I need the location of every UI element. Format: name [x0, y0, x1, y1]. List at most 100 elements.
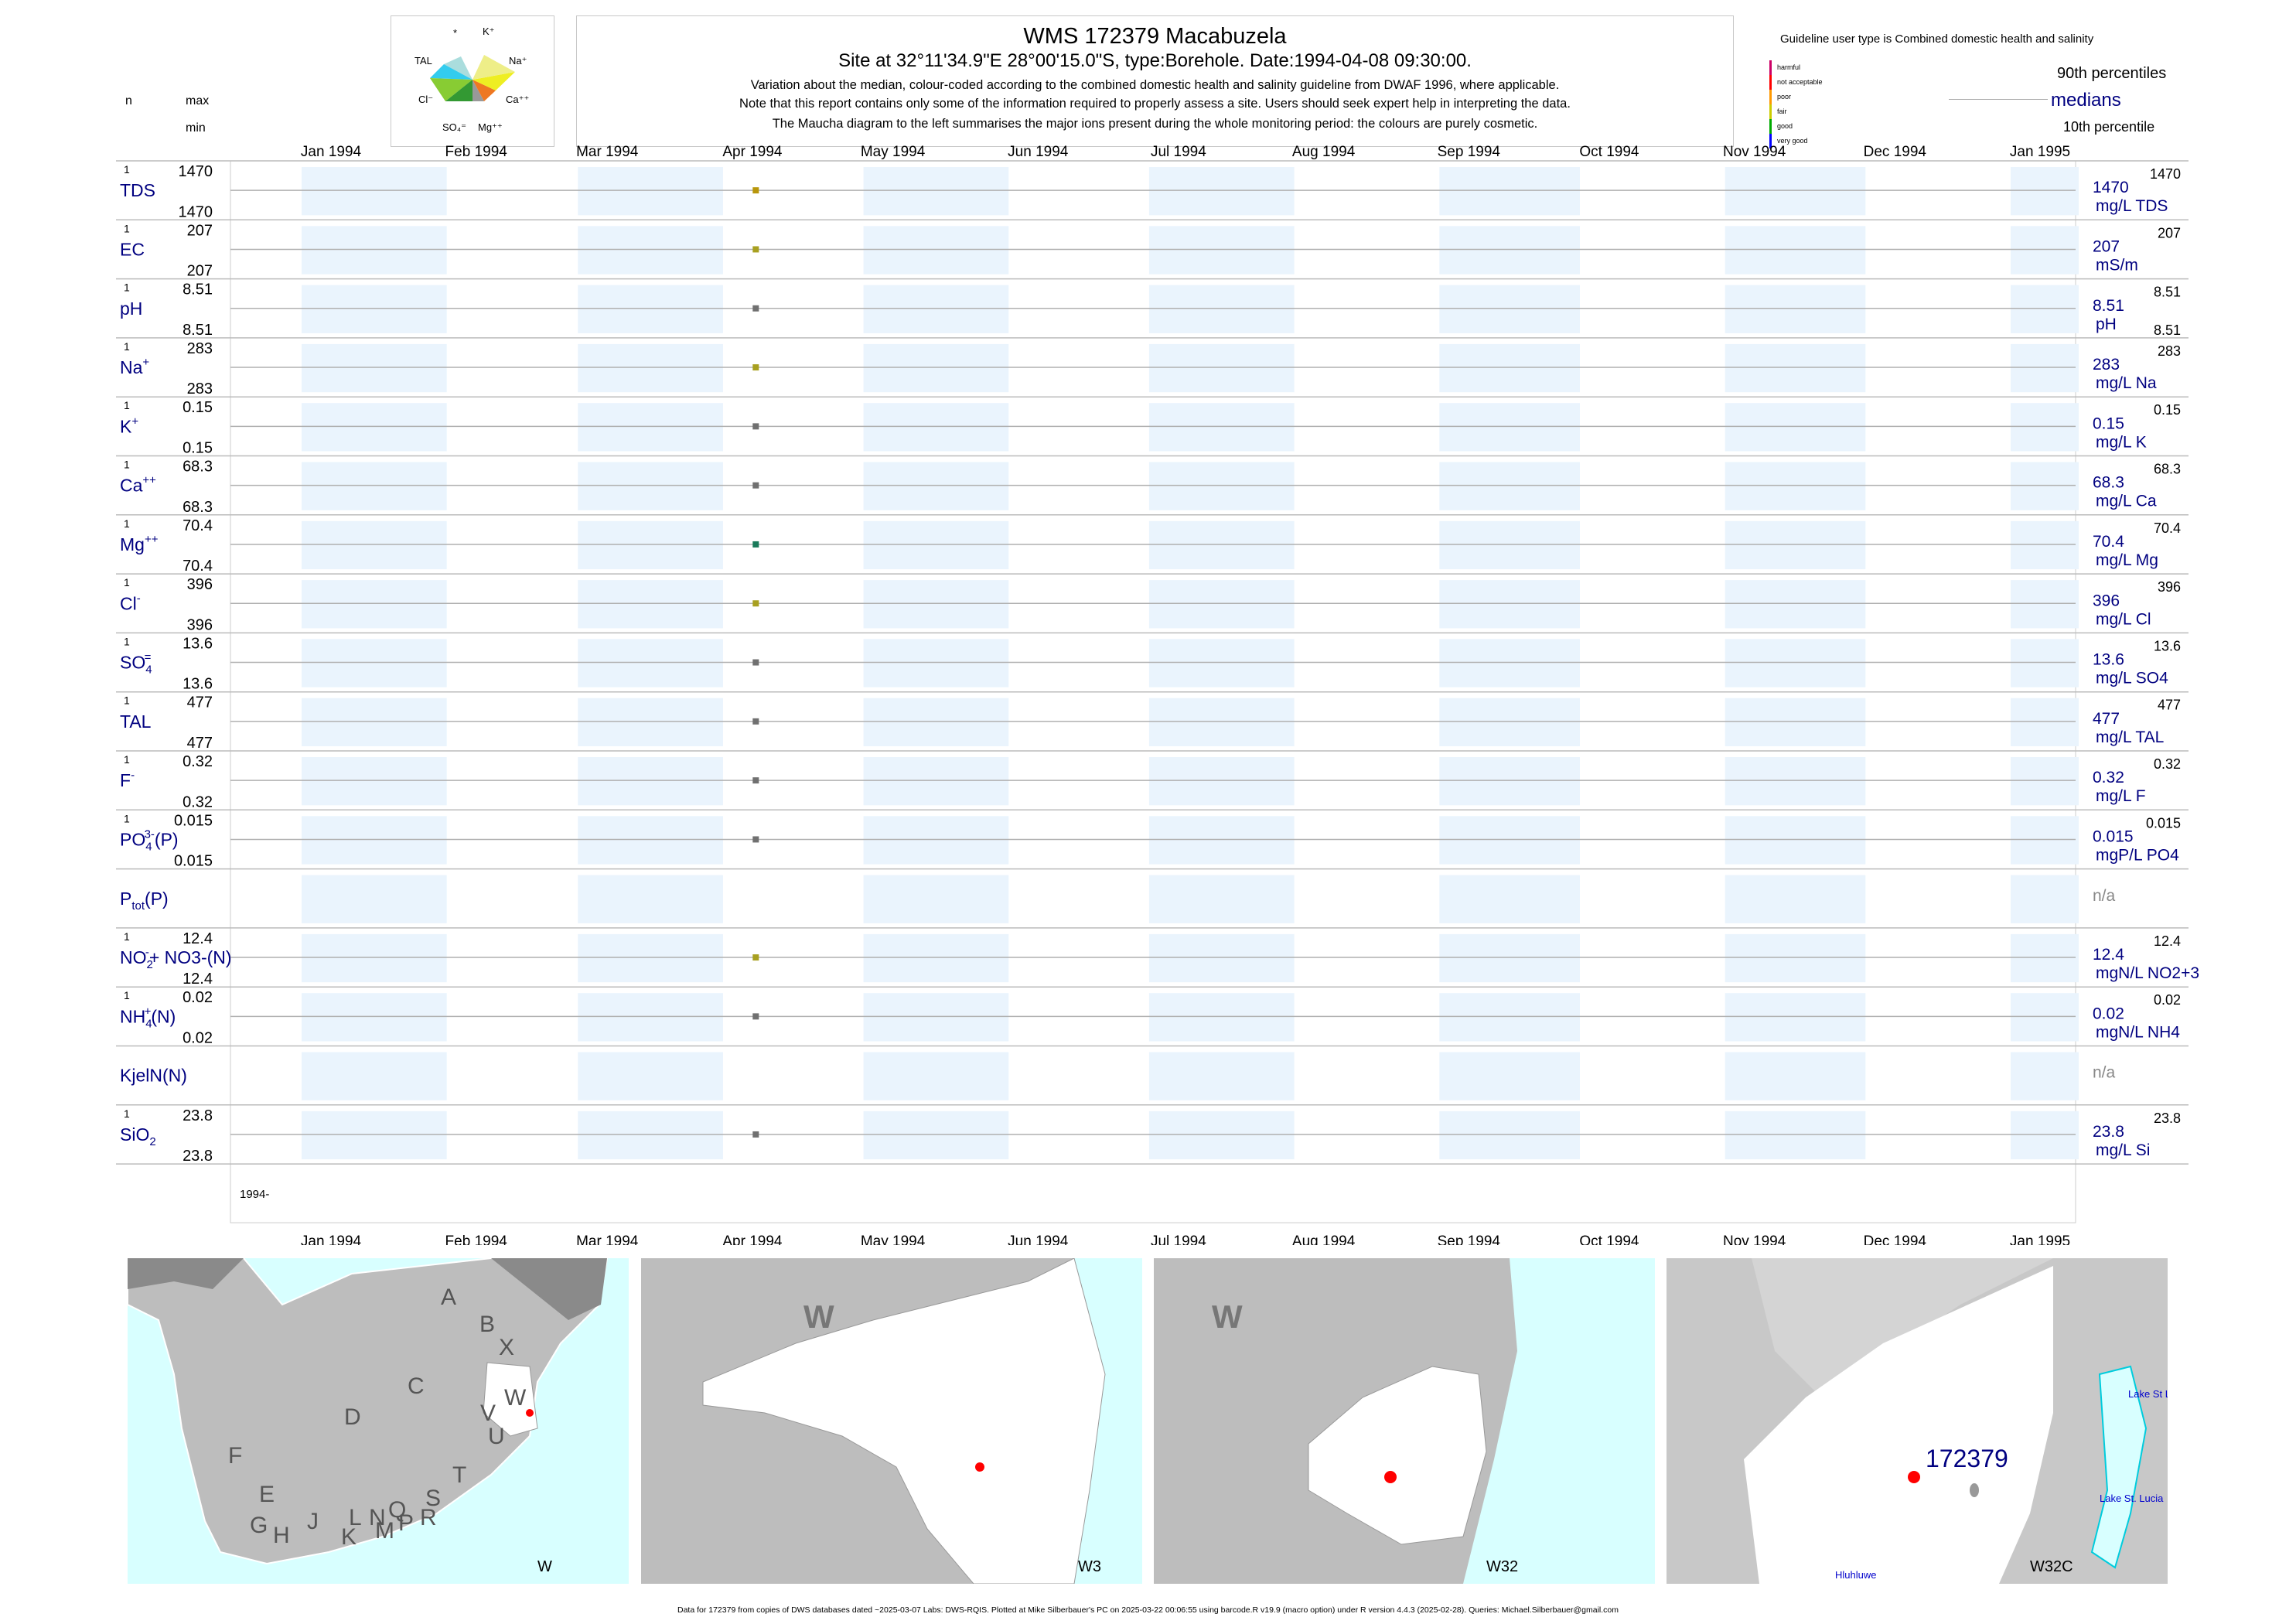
month-band	[1148, 757, 1295, 806]
guideline-legend: harmful not acceptable poor fair good very go…	[1769, 60, 1823, 148]
map-w3-region-letter: W	[803, 1298, 834, 1335]
panel-12: Ptot(P) n/a	[116, 887, 2189, 929]
median-value: 0.015	[2093, 827, 2134, 845]
month-band	[578, 933, 723, 983]
month-band	[578, 757, 723, 806]
month-band	[863, 580, 1009, 629]
param-label: EC	[120, 239, 145, 259]
param-label: SiO2	[120, 1124, 156, 1148]
month-band	[578, 167, 723, 216]
x-tick-bottom-1: Feb 1994	[445, 1233, 508, 1245]
month-band	[863, 1052, 1009, 1100]
place-lake-st-l: Lake St L	[2128, 1388, 2168, 1400]
guideline-swatch-4	[1769, 119, 1772, 134]
footer: Data for 172379 from copies of DWS datab…	[677, 1605, 1619, 1615]
map-w3: W W3	[641, 1258, 1142, 1584]
guideline-swatch-5	[1769, 134, 1772, 148]
unit-label: pH	[2096, 316, 2117, 333]
p90-value: 68.3	[2154, 462, 2181, 477]
month-band	[2011, 933, 2079, 983]
month-band	[302, 993, 447, 1042]
n-value: 1	[124, 281, 130, 294]
month-band	[1148, 993, 1295, 1042]
maucha-label-5: Ca⁺⁺	[506, 94, 529, 105]
p90-value: 0.02	[2154, 992, 2181, 1008]
month-band	[1148, 226, 1295, 275]
n-value: 1	[124, 517, 130, 530]
p90-value: 396	[2158, 579, 2181, 595]
guideline-label-2: poor	[1777, 93, 1791, 101]
month-band	[1725, 698, 1866, 746]
sample-point-16	[752, 1131, 759, 1138]
guideline-label-4: good	[1777, 122, 1793, 130]
month-band	[863, 462, 1009, 510]
map-w32: W W32	[1154, 1258, 1655, 1584]
median-value: 396	[2093, 592, 2120, 609]
median-value: 283	[2093, 356, 2120, 374]
month-band	[1725, 639, 1866, 687]
month-band	[1725, 520, 1866, 570]
month-band	[578, 698, 723, 746]
month-band	[1725, 226, 1866, 275]
month-band	[1725, 933, 1866, 983]
month-band	[1439, 343, 1580, 393]
sample-point-5	[752, 482, 759, 489]
month-band	[1148, 520, 1295, 570]
month-band	[1439, 403, 1580, 452]
param-label: F-	[120, 769, 135, 790]
p90-value: 283	[2158, 343, 2181, 359]
x-tick-top-1: Feb 1994	[445, 144, 508, 160]
param-label: PO43-(P)	[120, 827, 179, 853]
median-legend-label: medians	[2051, 90, 2121, 111]
min-value: 283	[187, 380, 213, 397]
p90-value: 207	[2158, 225, 2181, 241]
month-band	[1725, 285, 1866, 333]
map-region-letter-15: L	[349, 1505, 362, 1530]
month-band	[1439, 875, 1580, 923]
sample-point-4	[752, 423, 759, 430]
month-band	[578, 285, 723, 333]
median-value: 12.4	[2093, 946, 2124, 964]
month-band	[1725, 343, 1866, 393]
p90-value: 0.15	[2154, 402, 2181, 418]
month-band	[302, 226, 447, 275]
month-band	[2011, 993, 2079, 1042]
unit-label: mgN/L NH4	[2096, 1023, 2180, 1041]
month-band	[302, 580, 447, 629]
map-region-letter-16: N	[369, 1505, 386, 1530]
month-band	[863, 993, 1009, 1042]
n-value: 1	[124, 635, 130, 647]
guideline-swatch-2	[1769, 90, 1772, 104]
panel-15: KjelN(N) n/a	[116, 1064, 2189, 1106]
month-band	[302, 520, 447, 570]
month-band	[578, 520, 723, 570]
param-label: Mg++	[120, 533, 159, 554]
map-w-svg: ABX C W D VU F T E S G HJ L N Q R K M P W	[128, 1258, 629, 1584]
month-band	[302, 343, 447, 393]
month-band	[863, 933, 1009, 983]
map-w3-svg: W W3	[641, 1258, 1142, 1584]
month-band	[2011, 520, 2079, 570]
map-region-letter-12: G	[250, 1513, 268, 1538]
max-value: 12.4	[183, 930, 213, 947]
param-label: Ca++	[120, 474, 156, 496]
p10-legend-label: 10th percentile	[2063, 119, 2155, 135]
x-tick-top-10: Nov 1994	[1723, 144, 1786, 160]
median-value: 0.02	[2093, 1005, 2124, 1022]
map-region-letter-17: Q	[388, 1497, 406, 1523]
map-caption-1: W3	[1078, 1558, 1101, 1575]
param-label: Ptot(P)	[120, 889, 169, 913]
unit-label: mg/L K	[2096, 433, 2147, 451]
n-value: 1	[124, 222, 130, 234]
month-band	[2011, 580, 2079, 629]
param-label: K+	[120, 415, 138, 436]
month-band	[1439, 520, 1580, 570]
